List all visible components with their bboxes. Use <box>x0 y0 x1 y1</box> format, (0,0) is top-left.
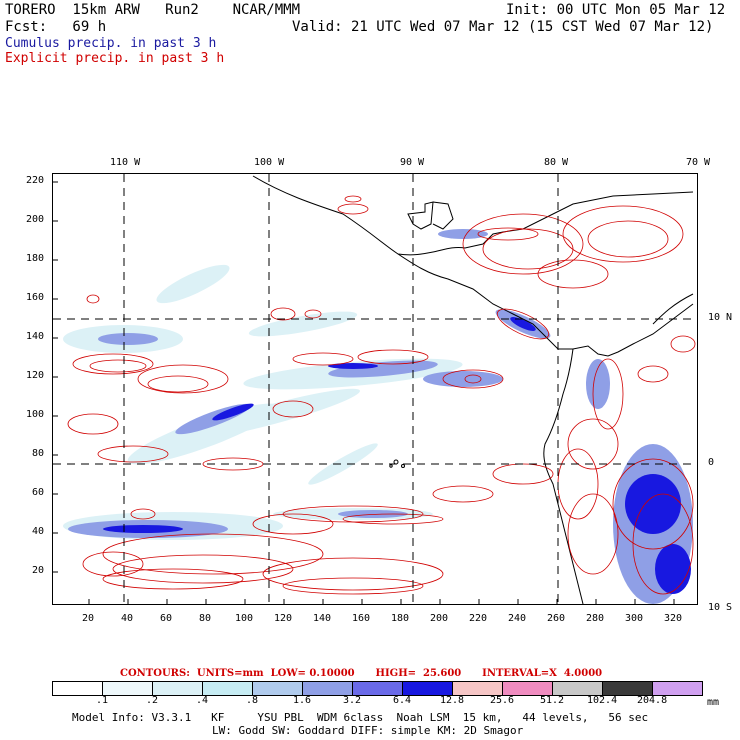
y-tick-label: 60 <box>32 487 45 498</box>
colorbar-label: 12.8 <box>440 695 465 706</box>
colorbar-swatch <box>653 682 702 695</box>
colorbar-label: 204.8 <box>637 695 668 706</box>
lat-label: 10 N <box>708 312 733 323</box>
colorbar-label: 6.4 <box>393 695 412 706</box>
y-tick-label: 40 <box>32 526 45 537</box>
y-tick-label: 160 <box>26 292 45 303</box>
forecast-hour: Fcst: 69 h <box>5 19 107 35</box>
colorbar-label: 51.2 <box>540 695 565 706</box>
precip-map <box>52 173 698 605</box>
run-title: TORERO 15km ARW Run2 NCAR/MMM <box>5 2 301 18</box>
x-tick-label: 60 <box>160 613 173 624</box>
legend-cumulus: Cumulus precip. in past 3 h <box>5 36 217 51</box>
x-tick-label: 160 <box>352 613 371 624</box>
colorbar-swatch <box>303 682 353 695</box>
colorbar-swatch <box>453 682 503 695</box>
lon-label: 100 W <box>254 157 285 168</box>
axis-ticks <box>53 181 675 604</box>
physics-info: LW: Godd SW: Goddard DIFF: simple KM: 2D… <box>212 724 524 737</box>
colorbar-label: 1.6 <box>293 695 312 706</box>
lat-label: 0 <box>708 457 715 468</box>
x-tick-label: 80 <box>199 613 212 624</box>
x-tick-label: 280 <box>586 613 605 624</box>
colorbar <box>52 681 703 696</box>
colorbar-unit: mm <box>707 697 720 708</box>
legend-explicit: Explicit precip. in past 3 h <box>5 51 225 66</box>
y-tick-label: 80 <box>32 448 45 459</box>
colorbar-label: .8 <box>246 695 259 706</box>
x-tick-label: 200 <box>430 613 449 624</box>
explicit-contours <box>67 195 696 595</box>
colorbar-label: 3.2 <box>343 695 362 706</box>
y-tick-label: 20 <box>32 565 45 576</box>
init-time: Init: 00 UTC Mon 05 Mar 12 <box>506 2 726 18</box>
x-tick-label: 100 <box>235 613 254 624</box>
lon-label: 110 W <box>110 157 141 168</box>
colorbar-swatch <box>203 682 253 695</box>
lon-label: 80 W <box>544 157 569 168</box>
map-canvas <box>53 174 697 604</box>
model-info: Model Info: V3.3.1 KF YSU PBL WDM 6class… <box>72 711 649 724</box>
colorbar-swatch <box>53 682 103 695</box>
colorbar-swatch <box>353 682 403 695</box>
precip-light <box>63 264 463 540</box>
x-tick-label: 20 <box>82 613 95 624</box>
x-tick-label: 40 <box>121 613 134 624</box>
lon-label: 90 W <box>400 157 425 168</box>
colorbar-label: 25.6 <box>490 695 515 706</box>
colorbar-swatch <box>553 682 603 695</box>
x-tick-label: 300 <box>625 613 644 624</box>
valid-time: Valid: 21 UTC Wed 07 Mar 12 (15 CST Wed … <box>292 19 714 35</box>
x-tick-label: 260 <box>547 613 566 624</box>
y-tick-label: 100 <box>26 409 45 420</box>
y-tick-label: 140 <box>26 331 45 342</box>
contour-info: CONTOURS: UNITS=mm LOW= 0.10000 HIGH= 25… <box>120 668 603 679</box>
colorbar-label: 102.4 <box>587 695 618 706</box>
y-tick-label: 120 <box>26 370 45 381</box>
colorbar-swatch <box>403 682 453 695</box>
x-tick-label: 120 <box>274 613 293 624</box>
latlon-grid <box>53 174 697 604</box>
lon-label: 70 W <box>686 157 711 168</box>
colorbar-swatch <box>103 682 153 695</box>
y-tick-label: 200 <box>26 214 45 225</box>
x-tick-label: 240 <box>508 613 527 624</box>
colorbar-label: .4 <box>196 695 209 706</box>
colorbar-label: .1 <box>96 695 109 706</box>
lat-label: 10 S <box>708 602 733 613</box>
colorbar-swatch <box>503 682 553 695</box>
colorbar-swatch <box>603 682 653 695</box>
colorbar-label: .2 <box>146 695 159 706</box>
precip-medium <box>68 229 693 604</box>
precip-heavy <box>103 317 691 594</box>
y-tick-label: 180 <box>26 253 45 264</box>
x-tick-label: 220 <box>469 613 488 624</box>
colorbar-swatch <box>253 682 303 695</box>
colorbar-swatch <box>153 682 203 695</box>
y-tick-label: 220 <box>26 175 45 186</box>
x-tick-label: 180 <box>391 613 410 624</box>
x-tick-label: 140 <box>313 613 332 624</box>
x-tick-label: 320 <box>664 613 683 624</box>
